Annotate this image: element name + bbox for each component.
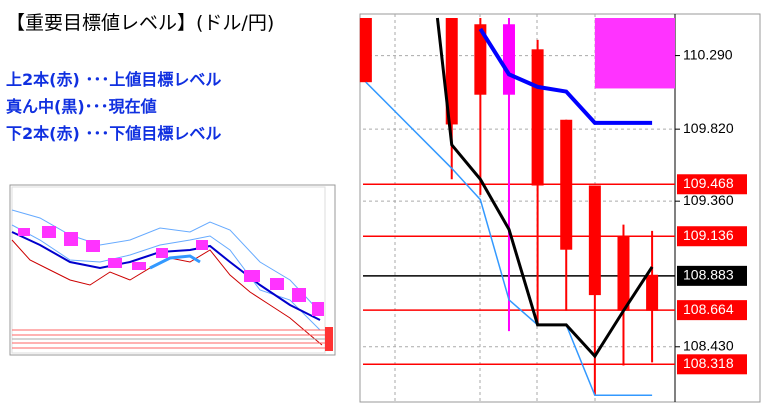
level-tag xyxy=(677,354,747,375)
level-label: 108.664 xyxy=(683,301,734,317)
y-tick-label: 108.430 xyxy=(683,337,734,353)
title: 【重要目標値レベル】(ドル/円) xyxy=(6,12,275,34)
thumbnail xyxy=(9,184,336,356)
line xyxy=(435,17,654,359)
level-tag xyxy=(677,174,747,195)
level-label: 109.468 xyxy=(683,175,734,191)
candle-body xyxy=(560,119,573,250)
level-tag xyxy=(677,300,747,321)
legend-line: 真ん中(黒)･･･現在値 xyxy=(6,97,157,116)
legend-line: 上2本(赤) ･･･上値目標レベル xyxy=(6,70,222,89)
level-label: 108.318 xyxy=(683,355,734,371)
candle-body xyxy=(359,18,372,83)
y-tick-label: 109.820 xyxy=(683,120,734,136)
legend-line: 下2本(赤) ･･･下値目標レベル xyxy=(6,124,222,143)
chart-frame xyxy=(359,13,761,403)
candle-body xyxy=(646,274,659,311)
target-zone xyxy=(594,18,675,89)
candle-body xyxy=(617,235,630,311)
level-label: 109.136 xyxy=(683,227,734,243)
line xyxy=(478,27,653,125)
y-tick-label: 109.360 xyxy=(683,192,734,208)
candle-body xyxy=(531,49,544,186)
candle-body xyxy=(588,185,601,296)
candle-body xyxy=(445,18,458,125)
level-tag xyxy=(677,226,747,247)
level-label: 108.883 xyxy=(683,267,734,283)
level-tag xyxy=(677,265,747,286)
candle-body xyxy=(474,24,487,95)
y-tick-label: 110.290 xyxy=(683,46,733,62)
candle-body xyxy=(502,24,515,95)
